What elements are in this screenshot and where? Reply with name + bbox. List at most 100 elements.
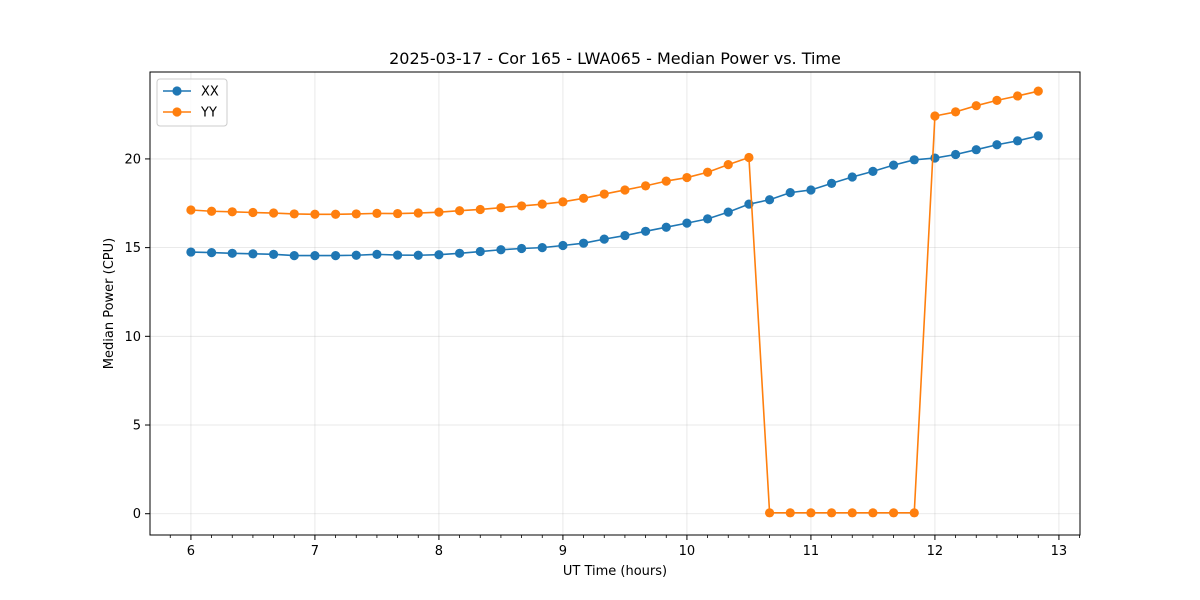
data-point-xx <box>310 251 320 261</box>
data-point-yy <box>930 111 940 121</box>
data-point-yy <box>1033 86 1043 96</box>
x-tick-label: 12 <box>927 544 944 559</box>
data-point-xx <box>847 172 857 182</box>
data-point-xx <box>868 166 878 176</box>
data-point-yy <box>1012 91 1023 101</box>
data-point-xx <box>268 249 279 259</box>
data-point-xx <box>330 251 341 261</box>
data-point-yy <box>454 206 465 216</box>
series-yy <box>186 86 1043 518</box>
legend-item-yy: YY <box>163 106 217 121</box>
series-xx <box>186 131 1043 261</box>
data-point-yy <box>702 167 713 177</box>
data-point-xx <box>971 145 981 155</box>
y-tick-label: 10 <box>124 330 141 345</box>
data-point-xx <box>454 248 465 258</box>
plot-frame <box>149 71 1081 536</box>
data-point-yy <box>723 160 733 170</box>
data-point-yy <box>682 172 692 183</box>
y-tick-label: 5 <box>133 419 141 434</box>
data-point-yy <box>434 207 444 217</box>
data-point-yy <box>227 207 237 217</box>
data-point-xx <box>702 214 713 224</box>
data-point-xx <box>888 160 899 170</box>
series-layer <box>186 86 1043 518</box>
data-point-yy <box>764 508 775 518</box>
data-point-xx <box>413 250 423 260</box>
data-point-yy <box>661 176 671 186</box>
chart-title: 2025-03-17 - Cor 165 - LWA065 - Median P… <box>389 49 841 68</box>
data-point-yy <box>558 197 568 207</box>
legend-item-xx: XX <box>163 85 219 100</box>
data-point-yy <box>289 209 299 219</box>
data-point-yy <box>806 508 816 518</box>
data-point-yy <box>971 101 981 111</box>
data-point-xx <box>351 250 361 260</box>
data-point-yy <box>392 208 403 219</box>
data-point-yy <box>413 208 423 218</box>
data-point-xx <box>826 178 837 188</box>
legend: XX YY <box>156 78 228 127</box>
data-point-yy <box>372 208 382 218</box>
data-point-xx <box>289 251 299 261</box>
data-point-xx <box>372 249 382 259</box>
data-point-yy <box>950 107 961 117</box>
y-tick-label: 20 <box>124 152 141 167</box>
legend-label-xx: XX <box>201 85 219 100</box>
x-axis-label: UT Time (hours) <box>563 564 667 579</box>
data-point-xx <box>434 250 444 260</box>
data-point-xx <box>496 245 506 255</box>
x-tick-label: 13 <box>1051 544 1068 559</box>
x-tick-label: 7 <box>311 544 319 559</box>
data-point-yy <box>475 204 485 215</box>
data-point-xx <box>620 230 630 241</box>
data-point-yy <box>578 193 589 203</box>
data-point-xx <box>537 243 547 253</box>
data-point-xx <box>248 249 258 259</box>
data-point-yy <box>909 508 919 518</box>
data-point-xx <box>930 153 940 163</box>
data-point-xx <box>475 246 485 257</box>
y-tick-label: 0 <box>133 507 141 522</box>
data-point-xx <box>599 234 609 244</box>
data-point-yy <box>186 205 196 215</box>
data-point-xx <box>764 195 775 205</box>
data-point-xx <box>227 248 237 258</box>
data-point-yy <box>847 508 857 518</box>
data-point-xx <box>661 222 671 232</box>
data-point-yy <box>206 206 217 216</box>
data-point-yy <box>785 508 795 518</box>
data-point-xx <box>723 207 733 217</box>
data-point-yy <box>744 152 754 163</box>
y-axis-label: Median Power (CPU) <box>102 238 117 369</box>
data-point-xx <box>516 243 527 254</box>
data-point-xx <box>785 188 795 198</box>
data-point-xx <box>640 226 651 236</box>
x-tick-label: 8 <box>435 544 443 559</box>
y-tick-label: 15 <box>124 241 141 256</box>
data-point-xx <box>186 247 196 257</box>
x-tick-label: 6 <box>187 544 195 559</box>
data-point-xx <box>558 240 568 251</box>
data-point-xx <box>950 149 961 160</box>
data-point-xx <box>1012 136 1023 146</box>
data-point-yy <box>640 181 651 191</box>
data-point-xx <box>392 250 403 260</box>
data-point-yy <box>351 209 361 219</box>
data-point-xx <box>806 185 816 195</box>
data-point-yy <box>268 208 279 218</box>
x-tick-label: 10 <box>679 544 696 559</box>
x-tick-label: 9 <box>559 544 567 559</box>
grid-layer <box>150 72 1080 535</box>
data-point-xx <box>1033 131 1043 141</box>
data-point-xx <box>992 140 1002 150</box>
data-point-yy <box>516 201 527 211</box>
data-point-yy <box>868 508 878 518</box>
x-tick-label: 11 <box>803 544 820 559</box>
data-point-yy <box>496 203 506 213</box>
data-point-yy <box>826 508 837 518</box>
legend-label-yy: YY <box>200 106 217 121</box>
data-point-yy <box>310 209 320 219</box>
